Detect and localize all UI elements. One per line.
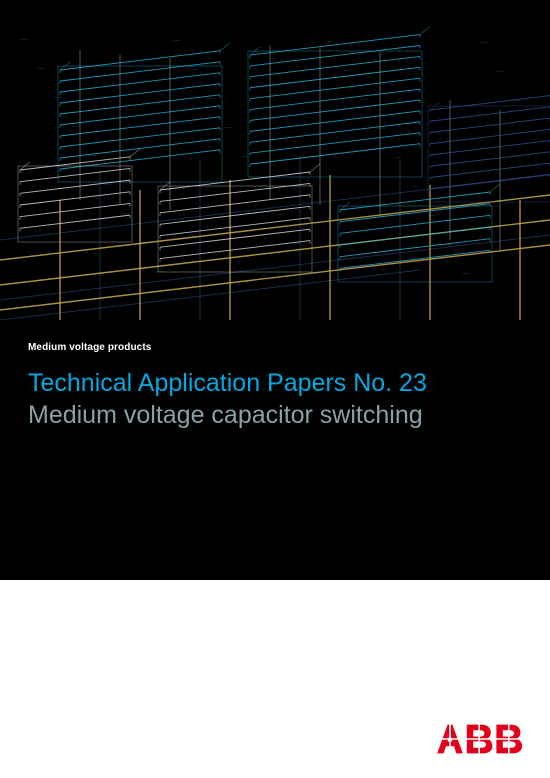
title-line-1: Technical Application Papers No. 23 — [28, 367, 522, 399]
category-label: Medium voltage products — [28, 342, 522, 353]
abb-logo-svg — [434, 722, 522, 756]
hero-illustration — [0, 0, 550, 320]
abb-logo — [434, 722, 522, 756]
document-cover: Medium voltage products Technical Applic… — [0, 0, 550, 778]
title-line-2: Medium voltage capacitor switching — [28, 399, 522, 431]
title-band: Medium voltage products Technical Applic… — [0, 320, 550, 580]
footer-area — [0, 580, 550, 778]
wireframe-art — [0, 0, 550, 320]
